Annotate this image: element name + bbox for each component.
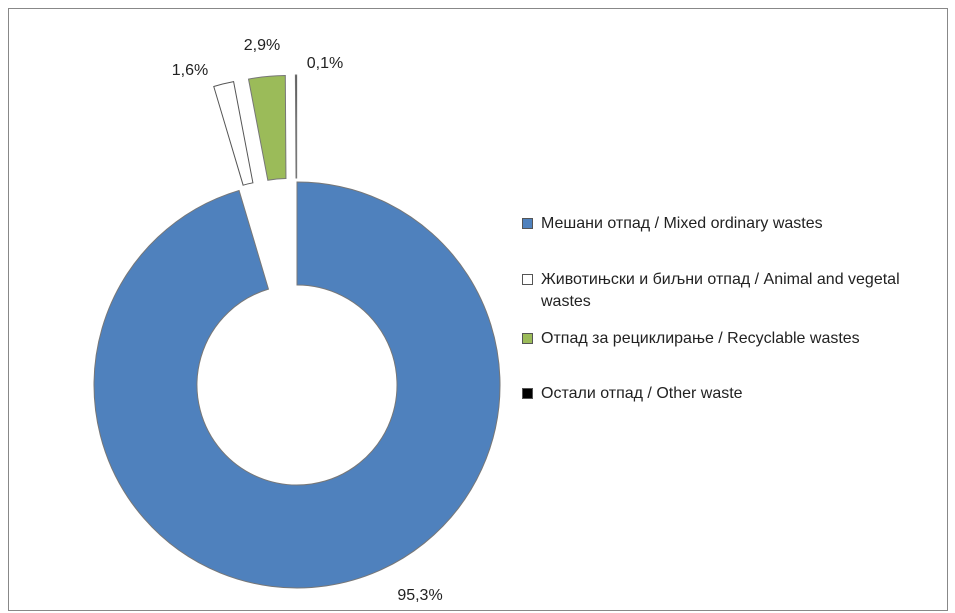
legend-swatch: [522, 218, 533, 229]
donut-segment: [213, 81, 254, 186]
donut-segment: [294, 74, 298, 179]
legend-item: Мешани отпад / Mixed ordinary wastes: [522, 213, 942, 235]
legend-item: Остали отпад / Other waste: [522, 383, 942, 405]
data-label: 95,3%: [397, 587, 442, 604]
legend-swatch: [522, 333, 533, 344]
legend-label: Отпад за рециклирање / Recyclable wastes: [541, 330, 860, 347]
legend-item: Отпад за рециклирање / Recyclable wastes: [522, 328, 942, 350]
donut-segment: [247, 75, 287, 181]
legend-label: Мешани отпад / Mixed ordinary wastes: [541, 215, 823, 232]
donut-segment: [93, 181, 501, 589]
legend-label: Животињски и биљни отпад / Animal and ve…: [541, 271, 900, 310]
legend-swatch: [522, 274, 533, 285]
legend-item: Животињски и биљни отпад / Animal and ve…: [522, 269, 942, 313]
chart-frame: [8, 8, 948, 611]
legend-swatch: [522, 388, 533, 399]
data-label: 2,9%: [244, 37, 280, 54]
data-label: 1,6%: [172, 62, 208, 79]
data-label: 0,1%: [307, 55, 343, 72]
legend-label: Остали отпад / Other waste: [541, 385, 743, 402]
